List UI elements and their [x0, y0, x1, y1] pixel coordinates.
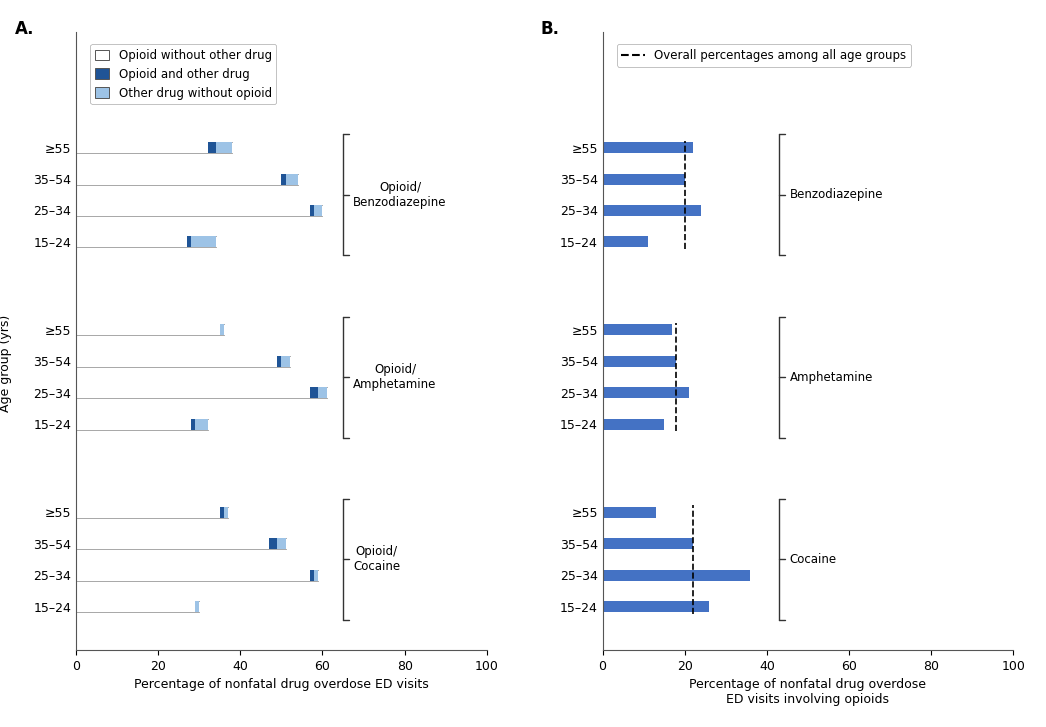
Bar — [602, 538, 692, 550]
Bar — [76, 142, 207, 153]
Bar — [602, 601, 709, 612]
Bar — [76, 601, 196, 612]
Text: Opioid/
Amphetamine: Opioid/ Amphetamine — [354, 363, 436, 391]
Bar — [76, 324, 220, 335]
Bar — [277, 356, 281, 367]
Bar — [76, 538, 269, 550]
X-axis label: Percentage of nonfatal drug overdose ED visits: Percentage of nonfatal drug overdose ED … — [134, 678, 429, 691]
Bar — [318, 387, 326, 398]
Legend: Overall percentages among all age groups: Overall percentages among all age groups — [617, 44, 911, 67]
Bar — [602, 174, 685, 185]
Bar — [602, 142, 692, 153]
Bar — [76, 356, 277, 367]
Bar — [215, 142, 232, 153]
Bar — [76, 205, 311, 216]
Bar — [602, 205, 701, 216]
Bar — [76, 419, 191, 430]
Bar — [76, 236, 187, 247]
Bar — [76, 507, 220, 518]
Bar — [191, 236, 215, 247]
Bar — [314, 570, 318, 581]
Bar — [187, 236, 191, 247]
Bar — [311, 570, 314, 581]
Legend: Opioid without other drug, Opioid and other drug, Other drug without opioid: Opioid without other drug, Opioid and ot… — [90, 44, 276, 105]
Bar — [207, 142, 215, 153]
Text: Amphetamine: Amphetamine — [790, 371, 872, 384]
Bar — [76, 387, 311, 398]
Bar — [602, 387, 689, 398]
Bar — [196, 601, 200, 612]
Bar — [314, 205, 322, 216]
Bar — [602, 507, 656, 518]
Text: Opioid/
Benzodiazepine: Opioid/ Benzodiazepine — [354, 181, 447, 209]
Bar — [602, 570, 750, 581]
Text: Benzodiazepine: Benzodiazepine — [790, 188, 883, 201]
Bar — [281, 356, 290, 367]
Bar — [76, 570, 311, 581]
Text: Cocaine: Cocaine — [790, 553, 837, 566]
Text: Age group (yrs): Age group (yrs) — [0, 315, 12, 412]
Text: B.: B. — [541, 20, 560, 38]
X-axis label: Percentage of nonfatal drug overdose
ED visits involving opioids: Percentage of nonfatal drug overdose ED … — [689, 678, 927, 706]
Bar — [281, 174, 286, 185]
Bar — [311, 205, 314, 216]
Bar — [602, 324, 673, 335]
Bar — [277, 538, 286, 550]
Bar — [220, 507, 224, 518]
Bar — [286, 174, 298, 185]
Bar — [191, 419, 196, 430]
Bar — [224, 507, 228, 518]
Bar — [196, 419, 207, 430]
Text: A.: A. — [15, 20, 35, 38]
Bar — [220, 324, 224, 335]
Bar — [602, 356, 677, 367]
Bar — [602, 236, 647, 247]
Bar — [76, 174, 281, 185]
Text: Opioid/
Cocaine: Opioid/ Cocaine — [354, 545, 401, 574]
Bar — [269, 538, 277, 550]
Bar — [311, 387, 318, 398]
Bar — [602, 419, 664, 430]
